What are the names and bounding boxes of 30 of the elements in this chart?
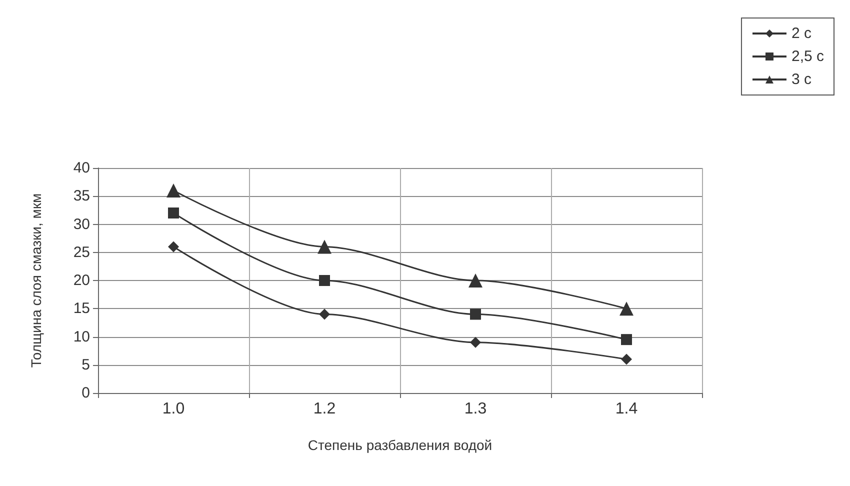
y-tick-label: 35: [73, 188, 90, 205]
y-tick-label: 15: [73, 300, 90, 318]
point: [468, 274, 482, 288]
x-tick-label: 1.3: [464, 400, 487, 418]
y-tick-label: 20: [73, 272, 90, 289]
x-axis-title: Степень разбавления водой: [308, 437, 492, 453]
point: [319, 275, 330, 286]
point: [470, 336, 481, 348]
y-tick-label: 40: [73, 160, 90, 176]
legend-label: 2,5 с: [791, 48, 824, 65]
y-tick-label: 25: [73, 244, 90, 261]
x-tick-label: 1.4: [615, 400, 638, 418]
point: [621, 334, 632, 346]
point: [319, 308, 330, 320]
x-tick-label: 1.2: [313, 400, 336, 418]
point: [470, 308, 481, 320]
y-tick-label: 0: [82, 384, 90, 402]
point: [166, 184, 180, 198]
y-axis-title: Толщина слоя смазки, мкм: [28, 193, 44, 368]
legend-label: 2 с: [791, 25, 812, 42]
point: [168, 241, 179, 252]
point: [168, 208, 179, 218]
x-tick-label: 1.0: [162, 400, 185, 418]
y-tick-label: 5: [82, 356, 90, 374]
point: [318, 240, 332, 254]
point: [621, 354, 632, 365]
y-tick-label: 10: [73, 328, 90, 346]
point: [620, 302, 634, 316]
legend-label: 3 с: [791, 71, 812, 88]
y-tick-label: 30: [73, 216, 90, 233]
